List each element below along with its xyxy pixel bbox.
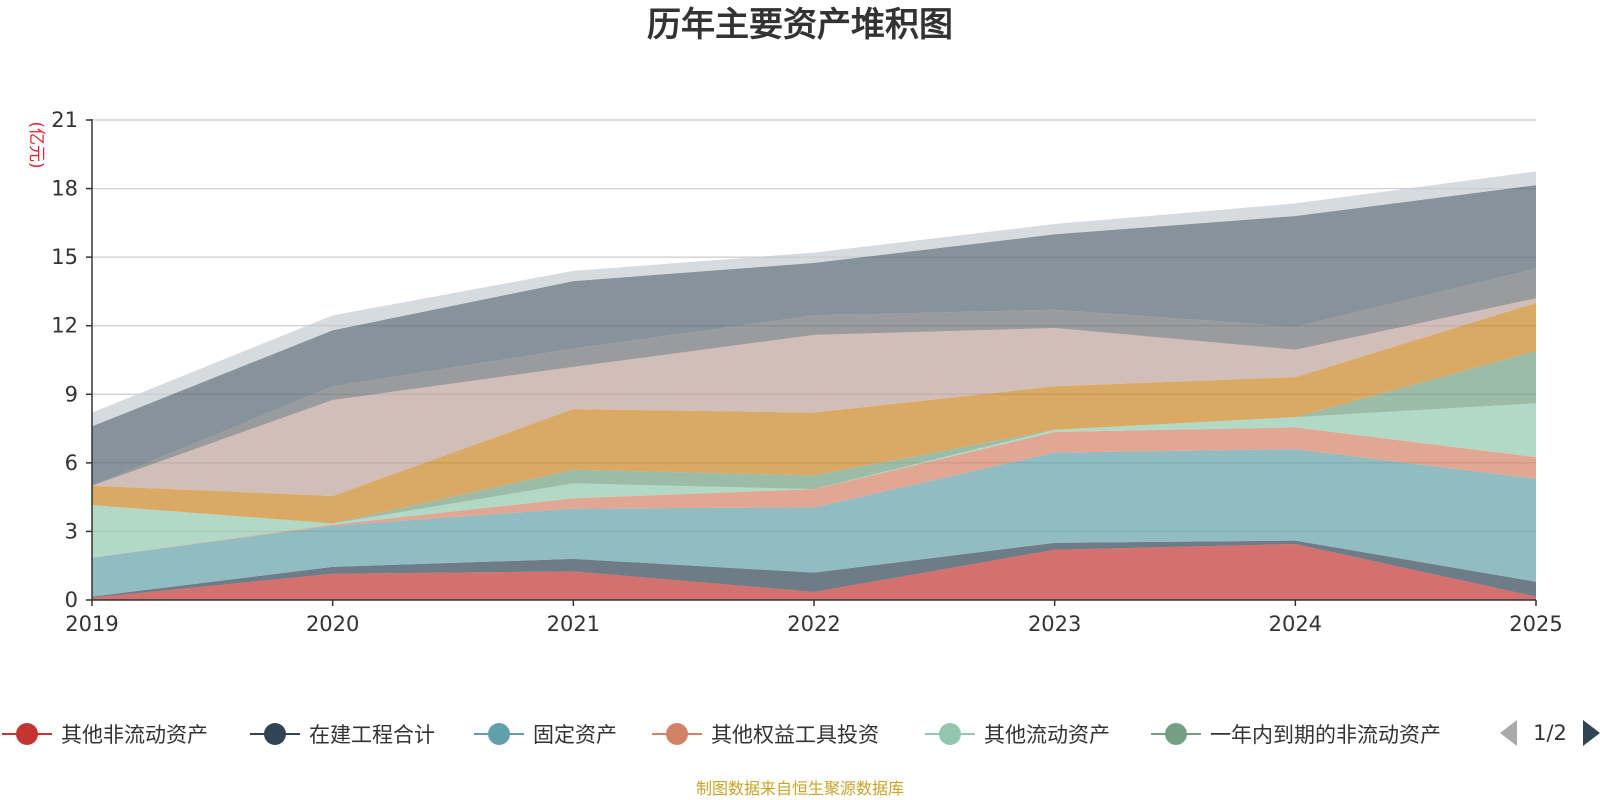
legend-item[interactable]: 其他流动资产 xyxy=(925,723,1110,747)
chart-title: 历年主要资产堆积图 xyxy=(647,5,953,45)
legend-next-arrow-icon[interactable] xyxy=(1583,720,1600,746)
x-tick-label: 2025 xyxy=(1509,612,1562,636)
legend-prev-arrow-icon[interactable] xyxy=(1500,720,1517,746)
x-tick-label: 2019 xyxy=(65,612,118,636)
y-tick-label: 12 xyxy=(51,314,78,338)
legend-label: 其他非流动资产 xyxy=(61,723,208,747)
area-series-3 xyxy=(92,449,1536,597)
area-series-9 xyxy=(92,268,1536,486)
legend-circle-icon xyxy=(939,723,961,745)
x-tick-label: 2024 xyxy=(1269,612,1322,636)
legend-item[interactable]: 固定资产 xyxy=(474,723,617,747)
area-series-5 xyxy=(92,403,1536,558)
legend-item[interactable]: 其他权益工具投资 xyxy=(652,723,879,747)
area-series-8 xyxy=(92,298,1536,496)
area-series-7 xyxy=(92,302,1536,524)
legend-label: 固定资产 xyxy=(533,723,617,747)
y-tick-label: 6 xyxy=(65,451,78,475)
legend-label: 在建工程合计 xyxy=(309,723,435,747)
area-series-11 xyxy=(92,171,1536,427)
y-tick-label: 3 xyxy=(65,519,78,543)
legend-circle-icon xyxy=(264,723,286,745)
legend-circle-icon xyxy=(16,723,38,745)
legend-item[interactable]: 其他非流动资产 xyxy=(2,723,208,747)
y-tick-label: 15 xyxy=(51,245,78,269)
legend-label: 一年内到期的非流动资产 xyxy=(1210,723,1441,747)
legend: 其他非流动资产 在建工程合计 固定资产 其他权益工具投资 其他流动资产 一年内到期的非流动… xyxy=(2,723,1441,747)
y-tick-label: 0 xyxy=(65,588,78,612)
x-tick-labels: 2019 2020 2021 2022 2023 2024 2025 xyxy=(65,612,1562,636)
legend-label: 其他权益工具投资 xyxy=(711,723,879,747)
x-tick-label: 2022 xyxy=(787,612,840,636)
y-unit-label: (亿元) xyxy=(26,121,46,168)
legend-circle-icon xyxy=(488,723,510,745)
x-tick-label: 2020 xyxy=(306,612,359,636)
y-tick-labels: 0 3 6 9 12 15 18 21 xyxy=(51,108,78,612)
data-source-footer: 制图数据来自恒生聚源数据库 xyxy=(696,779,904,798)
legend-circle-icon xyxy=(666,723,688,745)
axes xyxy=(86,119,1537,606)
area-series-2 xyxy=(92,540,1536,598)
x-tick-label: 2023 xyxy=(1028,612,1081,636)
area-series xyxy=(92,171,1536,600)
area-series-10 xyxy=(92,185,1536,486)
area-series-1 xyxy=(92,544,1536,600)
x-tick-label: 2021 xyxy=(547,612,600,636)
legend-circle-icon xyxy=(1165,723,1187,745)
legend-item[interactable]: 在建工程合计 xyxy=(250,723,435,747)
y-tick-label: 18 xyxy=(51,177,78,201)
legend-page-indicator: 1/2 xyxy=(1533,721,1567,745)
area-series-4 xyxy=(92,427,1536,558)
legend-pager: 1/2 xyxy=(1500,720,1600,746)
legend-label: 其他流动资产 xyxy=(984,723,1110,747)
legend-item[interactable]: 一年内到期的非流动资产 xyxy=(1151,723,1441,747)
y-tick-label: 9 xyxy=(65,382,78,406)
area-series-6 xyxy=(92,350,1536,524)
y-tick-label: 21 xyxy=(51,108,78,132)
